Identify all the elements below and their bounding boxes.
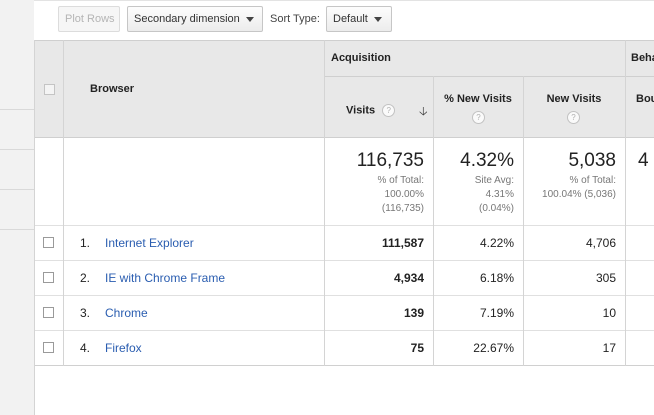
sidebar-divider (0, 189, 34, 190)
row-index: 4. (80, 341, 91, 355)
row-index: 2. (80, 271, 91, 285)
column-divider (523, 76, 524, 366)
browser-link[interactable]: IE with Chrome Frame (105, 271, 226, 285)
summary-new-visits-value: 5,038 (568, 150, 616, 171)
row-divider (34, 225, 654, 226)
column-header-visits-label: Visits (346, 104, 376, 117)
toolbar-divider (34, 0, 654, 1)
summary-new-visits-pct-line2: 4.31% (485, 189, 514, 200)
column-header-new-visits[interactable]: New Visits (546, 93, 602, 105)
visits-value: 111,587 (381, 236, 424, 250)
row-divider (34, 260, 654, 261)
sort-descending-icon[interactable]: 🡣 (419, 104, 428, 118)
column-header-visits[interactable]: Visits ? (346, 104, 396, 117)
help-icon[interactable]: ? (567, 111, 580, 125)
sidebar-divider (0, 109, 34, 110)
browser-link[interactable]: Firefox (105, 341, 142, 355)
column-divider (625, 40, 626, 366)
chevron-down-icon (245, 16, 254, 22)
row-checkbox[interactable] (43, 342, 54, 353)
summary-visits-line1: % of Total: (377, 175, 424, 186)
sort-type-value: Default (333, 13, 368, 25)
table-header (34, 40, 654, 138)
summary-visits-detail: % of Total: 100.00% (116,735) (324, 174, 424, 216)
new-visits-pct-value: 4.22% (479, 236, 514, 250)
data-table: Browser Acquisition Beha Visits ? 🡣 % Ne… (34, 40, 654, 366)
group-header-acquisition: Acquisition (331, 52, 391, 64)
sort-type-label: Sort Type: (270, 13, 320, 25)
row-divider (34, 330, 654, 331)
column-divider (433, 76, 434, 366)
secondary-dimension-label: Secondary dimension (134, 13, 240, 25)
new-visits-value: 305 (595, 271, 616, 285)
new-visits-pct-value: 7.19% (479, 306, 514, 320)
visits-value: 75 (410, 341, 424, 355)
row-index: 1. (80, 236, 91, 250)
select-all-checkbox[interactable] (44, 84, 55, 95)
chevron-down-icon (373, 16, 382, 22)
summary-visits-line2: 100.00% (384, 189, 424, 200)
summary-new-visits-pct-line1: Site Avg: (474, 175, 514, 186)
plot-rows-button[interactable]: Plot Rows (58, 6, 120, 32)
browser-link[interactable]: Internet Explorer (105, 236, 194, 250)
sort-type-dropdown[interactable]: Default (326, 6, 392, 32)
table-toolbar: Plot Rows Secondary dimension Sort Type:… (34, 0, 654, 40)
help-icon[interactable]: ? (382, 104, 396, 117)
row-index: 3. (80, 306, 91, 320)
summary-new-visits-detail: % of Total: 100.04% (5,036) (523, 174, 616, 202)
summary-visits-line3: (116,735) (381, 203, 424, 214)
column-header-bounce[interactable]: Bou (636, 93, 654, 105)
visits-value: 4,934 (393, 271, 424, 285)
row-checkbox[interactable] (43, 272, 54, 283)
summary-new-visits-line1: % of Total: (569, 175, 616, 186)
summary-new-visits-pct-line3: (0.04%) (478, 203, 514, 214)
row-checkbox[interactable] (43, 237, 54, 248)
help-icon-wrapper: ? (567, 110, 580, 125)
new-visits-pct-value: 22.67% (473, 341, 514, 355)
column-divider (324, 40, 325, 366)
summary-new-visits-pct-value: 4.32% (460, 150, 514, 171)
new-visits-pct-value: 6.18% (479, 271, 514, 285)
summary-new-visits-pct-detail: Site Avg: 4.31% (0.04%) (433, 174, 514, 216)
row-divider (34, 295, 654, 296)
sidebar-divider (0, 229, 34, 230)
column-header-new-visits-pct[interactable]: % New Visits (444, 93, 512, 105)
browser-link[interactable]: Chrome (105, 306, 148, 320)
sidebar-divider (0, 149, 34, 150)
column-divider (34, 40, 35, 366)
group-header-divider (324, 76, 654, 77)
sidebar-strip (0, 0, 35, 415)
summary-visits-value: 116,735 (356, 150, 424, 171)
column-divider (63, 40, 64, 366)
summary-new-visits-line2: 100.04% (5,036) (542, 189, 616, 200)
help-icon-wrapper: ? (472, 110, 485, 125)
group-header-behavior: Beha (631, 52, 654, 64)
visits-value: 139 (403, 306, 424, 320)
new-visits-value: 10 (602, 306, 616, 320)
new-visits-value: 4,706 (585, 236, 616, 250)
row-checkbox[interactable] (43, 307, 54, 318)
summary-bounce-value: 4 (638, 150, 649, 171)
help-icon[interactable]: ? (472, 111, 485, 125)
dimension-header-browser[interactable]: Browser (90, 83, 135, 95)
table-bottom-border (34, 365, 654, 366)
secondary-dimension-dropdown[interactable]: Secondary dimension (127, 6, 263, 32)
new-visits-value: 17 (602, 341, 616, 355)
